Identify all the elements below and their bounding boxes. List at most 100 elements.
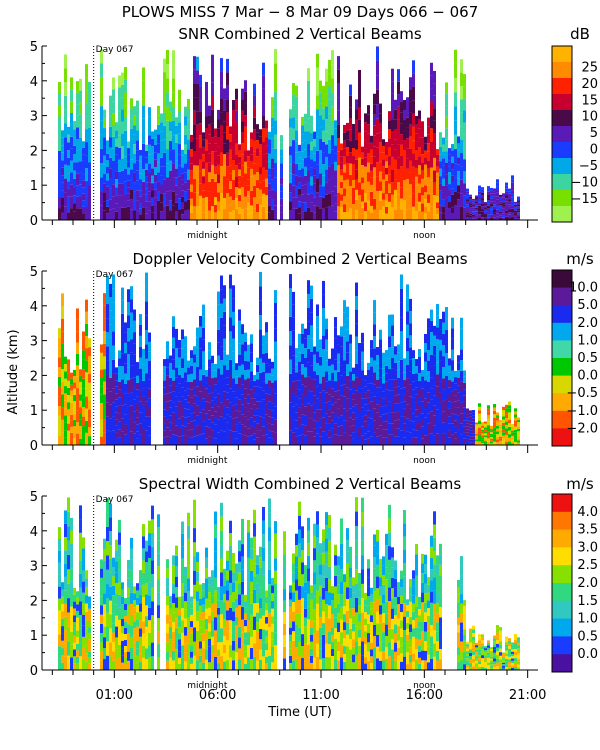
colorbar-swatch	[552, 511, 572, 531]
spectral-width-panel: Spectral Width Combined 2 Vertical Beams…	[30, 475, 598, 703]
day-marker-label: Day 067	[96, 495, 134, 505]
colorbar-label: 25	[581, 60, 598, 75]
colorbar-swatch	[552, 94, 572, 111]
colorbar-label: 20	[581, 77, 598, 92]
y-tick-label: 1	[30, 404, 38, 419]
colorbar-unit: dB	[570, 25, 590, 43]
y-tick-label: 1	[30, 179, 38, 194]
time-tick-label: 06:00	[199, 688, 236, 703]
colorbar-swatch	[552, 428, 572, 447]
noon-label: noon	[413, 231, 435, 241]
colorbar-label: 0	[590, 143, 598, 158]
colorbar-label: 10.0	[569, 281, 598, 296]
colorbar-label: 15	[581, 93, 598, 108]
day-marker-label: Day 067	[96, 45, 134, 55]
colorbar: 4.0 3.5 3.0 2.5 2.0 1.5 1.0 0.5 0.0 m/s	[551, 475, 598, 673]
colorbar-label: −1.0	[566, 404, 598, 419]
colorbar-label: 5	[590, 126, 598, 141]
colorbar-label: 0.0	[577, 647, 598, 662]
colorbar-swatch	[552, 358, 572, 377]
colorbar-label: 2.5	[577, 558, 598, 573]
colorbar-swatch	[552, 62, 572, 79]
colorbar-label: −5	[579, 159, 598, 174]
colorbar-label: 3.0	[577, 540, 598, 555]
colorbar-swatch	[552, 547, 572, 566]
time-tick-label: 21:00	[509, 688, 546, 703]
colorbar-swatch	[552, 618, 572, 637]
y-tick-label: 4	[30, 525, 38, 540]
colorbar-swatch	[552, 494, 572, 513]
y-tick-label: 4	[30, 300, 38, 315]
colorbar-swatch	[552, 110, 572, 127]
colorbar-swatch	[552, 636, 572, 655]
colorbar-swatch	[552, 322, 572, 341]
y-tick-label: 1	[30, 629, 38, 644]
colorbar-label: 0.0	[577, 369, 598, 384]
snr-panel: SNR Combined 2 Vertical Beams 0 1 2 3 4 5 Day 0…	[30, 25, 598, 241]
colorbar-label: 0.5	[577, 351, 598, 366]
noon-label: noon	[413, 681, 435, 691]
panel-title: Doppler Velocity Combined 2 Vertical Bea…	[132, 250, 467, 268]
colorbar-swatch	[552, 270, 572, 289]
colorbar-label: 10	[581, 110, 598, 125]
y-tick-label: 2	[30, 594, 38, 609]
colorbar-swatch	[552, 174, 572, 191]
x-axis-label: Time (UT)	[267, 705, 332, 720]
colorbar-label: 1.0	[577, 612, 598, 627]
colorbar-unit: m/s	[566, 250, 594, 268]
colorbar-label: 3.5	[577, 523, 598, 538]
colorbar-label: −15	[571, 192, 598, 207]
midnight-label: midnight	[187, 681, 228, 691]
colorbar-swatch	[552, 600, 572, 620]
y-tick-label: 5	[30, 265, 38, 280]
y-tick-label: 3	[30, 560, 38, 575]
colorbar: 10.0 5.0 2.0 1.0 0.5 0.0 −0.5 −1.0 −2.0 m/s	[551, 250, 598, 447]
colorbar-label: 1.0	[577, 333, 598, 348]
colorbar-label: 2.0	[577, 316, 598, 331]
colorbar-label: 2.0	[577, 576, 598, 591]
colorbar-label: 0.5	[577, 629, 598, 644]
page-title: PLOWS MISS 7 Mar − 8 Mar 09 Days 066 − 0…	[122, 3, 479, 21]
y-tick-label: 3	[30, 110, 38, 125]
colorbar-swatch	[552, 305, 572, 324]
colorbar-swatch	[552, 78, 572, 95]
colorbar-swatch	[552, 206, 572, 223]
colorbar-swatch	[552, 340, 572, 359]
y-tick-label: 0	[30, 214, 38, 229]
y-tick-label: 5	[30, 490, 38, 505]
colorbar-label: 5.0	[577, 298, 598, 313]
heatmap-field	[58, 271, 520, 445]
midnight-label: midnight	[187, 231, 228, 241]
colorbar-border	[551, 45, 573, 223]
heatmap-field	[58, 497, 520, 670]
colorbar-label: −0.5	[566, 386, 598, 401]
colorbar-border	[551, 269, 573, 447]
colorbar-swatch	[552, 287, 572, 306]
midnight-label: midnight	[187, 456, 228, 466]
time-tick-label: 11:00	[302, 688, 339, 703]
colorbar-swatch	[552, 126, 572, 143]
colorbar-swatch	[552, 565, 572, 584]
doppler-velocity-panel: Doppler Velocity Combined 2 Vertical Bea…	[30, 250, 598, 466]
time-tick-label: 16:00	[406, 688, 443, 703]
colorbar-unit: m/s	[566, 475, 594, 493]
colorbar-label: −10	[571, 176, 598, 191]
noon-label: noon	[413, 456, 435, 466]
y-tick-label: 4	[30, 75, 38, 90]
day-marker-label: Day 067	[96, 270, 134, 280]
colorbar-label: 4.0	[577, 505, 598, 520]
colorbar-swatch	[552, 142, 572, 159]
y-tick-label: 2	[30, 369, 38, 384]
y-tick-label: 0	[30, 664, 38, 679]
y-tick-label: 0	[30, 439, 38, 454]
panel-title: Spectral Width Combined 2 Vertical Beams	[139, 475, 462, 493]
colorbar-swatch	[552, 529, 572, 548]
colorbar-swatch	[552, 583, 572, 602]
colorbar-label: 1.5	[577, 594, 598, 609]
heatmap-field	[58, 46, 520, 220]
colorbar-swatch	[552, 393, 572, 412]
colorbar-label: −2.0	[566, 421, 598, 436]
y-tick-label: 3	[30, 335, 38, 350]
